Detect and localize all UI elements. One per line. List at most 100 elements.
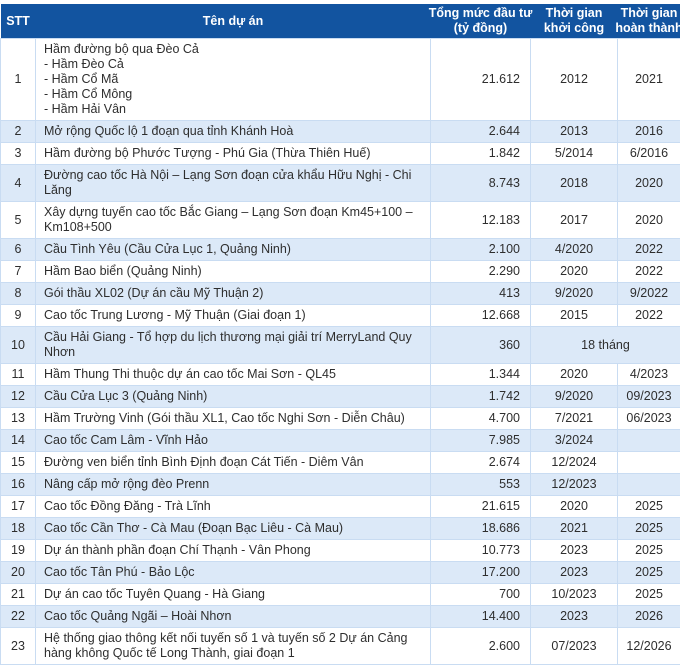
finish-date-cell: 9/2022 [618, 283, 680, 305]
finish-date-cell: 2025 [618, 540, 680, 562]
header-label: Tên dự án [36, 14, 431, 29]
finish-date-cell: 06/2023 [618, 408, 680, 430]
project-name-cell: Cầu Hải Giang - Tổ hợp du lịch thương mạ… [36, 327, 431, 364]
project-name-cell: Hệ thống giao thông kết nối tuyến số 1 v… [36, 628, 431, 665]
start-date-cell: 9/2020 [531, 386, 618, 408]
project-name-line: - Hầm Hải Vân [44, 102, 422, 117]
header-line: STT [6, 14, 30, 29]
row-number-cell: 17 [1, 496, 36, 518]
project-name-cell: Hầm Thung Thi thuộc dự án cao tốc Mai Sơ… [36, 364, 431, 386]
project-name-line: - Hầm Đèo Cả [44, 57, 422, 72]
project-name-line: Hầm Thung Thi thuộc dự án cao tốc Mai Sơ… [44, 367, 422, 382]
row-number-cell: 8 [1, 283, 36, 305]
project-name-line: Hầm Trường Vinh (Gói thầu XL1, Cao tốc N… [44, 411, 422, 426]
project-name-cell: Gói thầu XL02 (Dự án cầu Mỹ Thuận 2) [36, 283, 431, 305]
project-name-cell: Dự án cao tốc Tuyên Quang - Hà Giang [36, 584, 431, 606]
project-name-line: - Hầm Cổ Mã [44, 72, 422, 87]
project-name-line: Đường cao tốc Hà Nội – Lạng Sơn đoạn cửa… [44, 168, 422, 198]
table-row: 11 Hầm Thung Thi thuộc dự án cao tốc Mai … [1, 364, 680, 386]
project-name-cell: Cao tốc Quảng Ngãi – Hoài Nhơn [36, 606, 431, 628]
start-date-cell: 2012 [531, 39, 618, 121]
start-date-cell: 7/2021 [531, 408, 618, 430]
project-name-cell: Cao tốc Tân Phú - Bảo Lộc [36, 562, 431, 584]
investment-cell: 1.742 [431, 386, 531, 408]
investment-cell: 8.743 [431, 165, 531, 202]
finish-date-cell: 09/2023 [618, 386, 680, 408]
project-name-cell: Đường cao tốc Hà Nội – Lạng Sơn đoạn cửa… [36, 165, 431, 202]
project-name-cell: Nâng cấp mở rộng đèo Prenn [36, 474, 431, 496]
project-name-cell: Cao tốc Đồng Đăng - Trà Lĩnh [36, 496, 431, 518]
row-number-cell: 3 [1, 143, 36, 165]
header-line: hoàn thành [615, 21, 680, 36]
investment-cell: 1.842 [431, 143, 531, 165]
start-date-cell: 10/2023 [531, 584, 618, 606]
project-name-line: Hầm Bao biển (Quảng Ninh) [44, 264, 422, 279]
finish-date-cell: 2022 [618, 239, 680, 261]
row-number-cell: 1 [1, 39, 36, 121]
project-name-line: Dự án cao tốc Tuyên Quang - Hà Giang [44, 587, 422, 602]
finish-date-cell: 2021 [618, 39, 680, 121]
project-name-line: Hầm đường bộ qua Đèo Cả [44, 42, 422, 57]
duration-cell: 18 tháng [531, 327, 680, 364]
table-row: 18 Cao tốc Cần Thơ - Cà Mau (Đoạn Bạc Liê… [1, 518, 680, 540]
finish-date-cell: 2026 [618, 606, 680, 628]
project-name-line: Xây dựng tuyến cao tốc Bắc Giang – Lạng … [44, 205, 422, 235]
project-name-line: Hệ thống giao thông kết nối tuyến số 1 v… [44, 631, 422, 661]
project-name-cell: Cầu Cửa Lục 3 (Quảng Ninh) [36, 386, 431, 408]
header-line: (tỷ đồng) [454, 21, 507, 36]
row-number-cell: 2 [1, 121, 36, 143]
project-name-cell: Mở rộng Quốc lộ 1 đoạn qua tỉnh Khánh Ho… [36, 121, 431, 143]
row-number-cell: 18 [1, 518, 36, 540]
project-name-line: Cầu Cửa Lục 3 (Quảng Ninh) [44, 389, 422, 404]
finish-date-cell [618, 474, 680, 496]
start-date-cell: 2023 [531, 540, 618, 562]
start-date-cell: 2020 [531, 496, 618, 518]
column-header-thoi-gian-hoan-thanh: Thời gian hoàn thành [618, 4, 680, 39]
header-label: STT [1, 14, 36, 29]
investment-cell: 700 [431, 584, 531, 606]
row-number-cell: 23 [1, 628, 36, 665]
row-number-cell: 15 [1, 452, 36, 474]
column-header-stt: STT [1, 4, 36, 39]
project-name-line: Cầu Tình Yêu (Cầu Cửa Lục 1, Quảng Ninh) [44, 242, 422, 257]
row-number-cell: 16 [1, 474, 36, 496]
start-date-cell: 2013 [531, 121, 618, 143]
row-number-cell: 4 [1, 165, 36, 202]
row-number-cell: 21 [1, 584, 36, 606]
header-line: Thời gian [546, 6, 603, 21]
finish-date-cell: 2022 [618, 261, 680, 283]
project-name-line: Cao tốc Đồng Đăng - Trà Lĩnh [44, 499, 422, 514]
start-date-cell: 2023 [531, 562, 618, 584]
project-name-cell: Hầm Trường Vinh (Gói thầu XL1, Cao tốc N… [36, 408, 431, 430]
row-number-cell: 13 [1, 408, 36, 430]
row-number-cell: 5 [1, 202, 36, 239]
project-name-line: Gói thầu XL02 (Dự án cầu Mỹ Thuận 2) [44, 286, 422, 301]
row-number-cell: 11 [1, 364, 36, 386]
row-number-cell: 14 [1, 430, 36, 452]
start-date-cell: 2017 [531, 202, 618, 239]
finish-date-cell: 2020 [618, 165, 680, 202]
row-number-cell: 22 [1, 606, 36, 628]
finish-date-cell: 2025 [618, 584, 680, 606]
finish-date-cell: 2022 [618, 305, 680, 327]
row-number-cell: 19 [1, 540, 36, 562]
investment-cell: 10.773 [431, 540, 531, 562]
column-header-tong-muc-dau-tu: Tổng mức đầu tư (tỷ đồng) [431, 4, 531, 39]
project-name-line: Đường ven biển tỉnh Bình Định đoạn Cát T… [44, 455, 422, 470]
investment-cell: 2.100 [431, 239, 531, 261]
table-row: 4 Đường cao tốc Hà Nội – Lạng Sơn đoạn cử… [1, 165, 680, 202]
finish-date-cell: 2016 [618, 121, 680, 143]
column-header-ten-du-an: Tên dự án [36, 4, 431, 39]
start-date-cell: 2015 [531, 305, 618, 327]
project-name-cell: Dự án thành phần đoạn Chí Thạnh - Vân Ph… [36, 540, 431, 562]
project-name-cell: Cao tốc Trung Lương - Mỹ Thuận (Giai đoạ… [36, 305, 431, 327]
investment-cell: 413 [431, 283, 531, 305]
project-name-line: Cao tốc Cần Thơ - Cà Mau (Đoạn Bạc Liêu … [44, 521, 422, 536]
header-label: Thời gian khởi công [531, 6, 618, 36]
